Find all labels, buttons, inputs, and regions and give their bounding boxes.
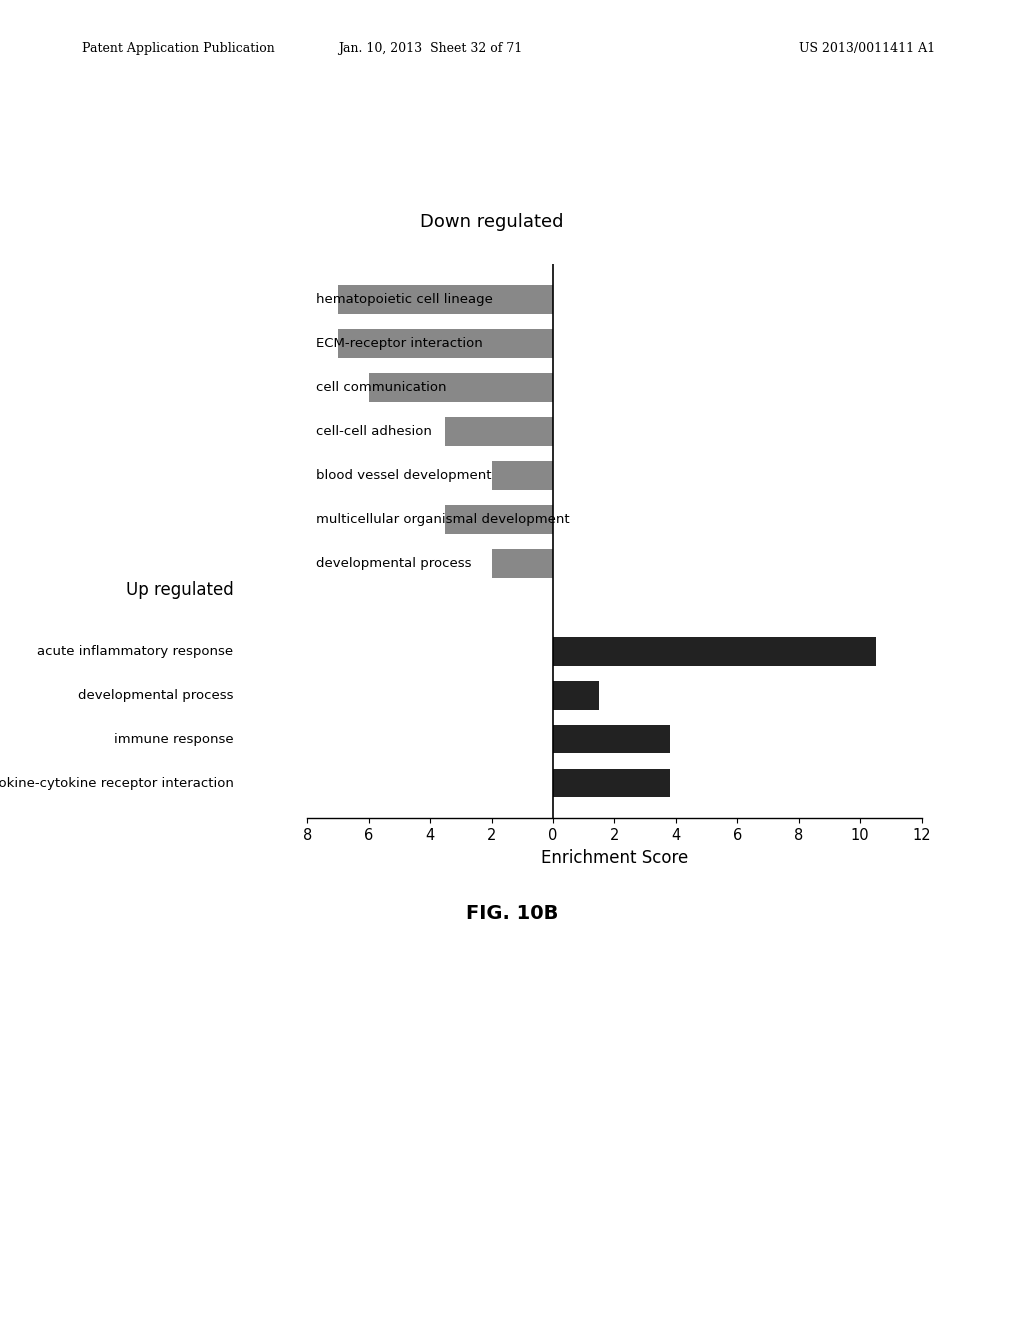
Text: cell-cell adhesion: cell-cell adhesion [316, 425, 432, 438]
Bar [553, 636, 876, 665]
Text: US 2013/0011411 A1: US 2013/0011411 A1 [799, 42, 935, 55]
Text: cell communication: cell communication [316, 380, 446, 393]
Text: developmental process: developmental process [78, 689, 233, 702]
Text: Down regulated: Down regulated [420, 213, 563, 231]
Text: blood vessel development: blood vessel development [316, 469, 492, 482]
Bar [553, 768, 670, 797]
Bar [338, 329, 553, 358]
Text: acute inflammatory response: acute inflammatory response [37, 644, 233, 657]
Text: cytokine-cytokine receptor interaction: cytokine-cytokine receptor interaction [0, 776, 233, 789]
Text: developmental process: developmental process [316, 557, 472, 570]
Bar [553, 725, 670, 754]
Bar [369, 372, 553, 401]
Text: FIG. 10B: FIG. 10B [466, 904, 558, 923]
Bar [445, 504, 553, 533]
Text: Up regulated: Up regulated [126, 581, 233, 598]
Bar [553, 681, 599, 710]
Text: hematopoietic cell lineage: hematopoietic cell lineage [316, 293, 494, 306]
Text: immune response: immune response [114, 733, 233, 746]
Bar [492, 461, 553, 490]
Bar [492, 549, 553, 578]
Bar [445, 417, 553, 446]
Text: Patent Application Publication: Patent Application Publication [82, 42, 274, 55]
Text: Jan. 10, 2013  Sheet 32 of 71: Jan. 10, 2013 Sheet 32 of 71 [338, 42, 522, 55]
X-axis label: Enrichment Score: Enrichment Score [541, 849, 688, 867]
Bar [338, 285, 553, 314]
Text: ECM-receptor interaction: ECM-receptor interaction [316, 337, 483, 350]
Text: multicellular organismal development: multicellular organismal development [316, 512, 570, 525]
